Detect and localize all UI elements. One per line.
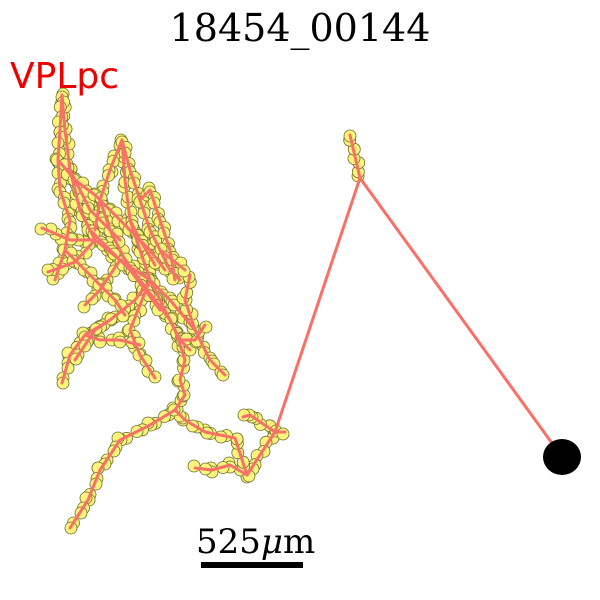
axon-segment: [120, 138, 182, 282]
axon-segment: [193, 430, 277, 477]
axon-segment: [148, 278, 187, 412]
axon-branches: [40, 93, 564, 530]
axon-segment: [40, 226, 97, 242]
figure-title: 18454_00144: [169, 6, 431, 50]
scale-unit-suffix: m: [283, 522, 316, 562]
scale-bar: [201, 562, 303, 568]
axon-segment: [93, 138, 124, 232]
axon-segment: [178, 323, 207, 342]
axon-segment: [158, 248, 187, 272]
axon-segment: [183, 418, 249, 477]
axon-segment: [83, 333, 142, 347]
axon-segment: [56, 158, 167, 272]
soma: [543, 439, 581, 475]
axon-segment: [68, 168, 122, 242]
bouton-node: [187, 459, 201, 473]
axon-segment: [241, 176, 362, 434]
axon-segment: [183, 273, 197, 332]
axon-segment: [128, 218, 157, 267]
scale-bar-label: 525μm: [196, 522, 315, 562]
axon-segment: [73, 318, 112, 362]
scale-unit-symbol: μ: [260, 522, 284, 562]
axon-segment: [63, 248, 127, 317]
axon-segment: [348, 133, 564, 459]
axon-segment: [78, 208, 162, 312]
bouton-node: [276, 427, 290, 441]
axon-segment: [83, 258, 122, 307]
axon-segment: [98, 198, 192, 352]
scale-value: 525: [196, 522, 261, 562]
region-label: VPLpc: [10, 56, 120, 97]
